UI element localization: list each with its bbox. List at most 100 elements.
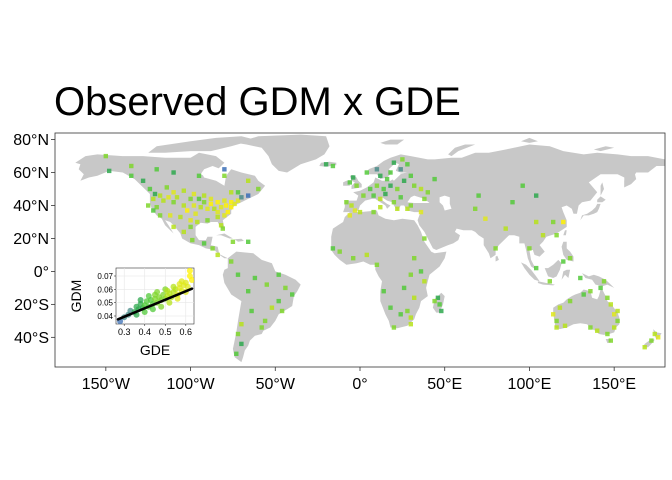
observation-cell <box>196 173 202 178</box>
land-hokkaido <box>597 196 606 203</box>
observation-cell <box>218 205 224 210</box>
observation-cell <box>290 292 295 297</box>
observation-cell <box>181 203 186 208</box>
land-sakhalin <box>600 182 604 196</box>
observation-cell <box>201 241 207 246</box>
longitude-tick-label: 150°E <box>592 376 636 393</box>
observation-cell <box>534 193 539 198</box>
observation-cell <box>567 298 573 304</box>
latitude-tick-label: 40°S <box>14 330 49 347</box>
observation-cell <box>388 170 393 175</box>
observation-cell <box>368 186 373 192</box>
observation-cell <box>520 183 525 188</box>
observation-cell <box>612 325 617 330</box>
inset-trend-line <box>116 287 194 321</box>
land-sri-lanka <box>495 255 499 262</box>
observation-cell <box>412 295 417 300</box>
observation-cell <box>557 305 563 310</box>
observation-cell <box>198 205 203 210</box>
observation-cell <box>374 262 380 267</box>
inset-point <box>170 283 177 290</box>
inset-x-tick-label: 0.4 <box>138 327 151 337</box>
inset-point <box>152 291 158 298</box>
land-novaya-zemlya <box>448 144 476 157</box>
observation-cell <box>347 213 352 218</box>
observation-cell <box>408 322 413 327</box>
observation-cell <box>598 285 603 291</box>
observation-cell <box>215 209 220 215</box>
observation-cell <box>191 203 197 208</box>
observation-cell <box>652 331 657 337</box>
observation-cell <box>398 312 403 317</box>
observation-cell <box>412 256 417 261</box>
observation-cell <box>239 341 244 347</box>
inset-x-tick-label: 0.3 <box>118 327 131 337</box>
observation-cell <box>161 198 166 203</box>
observation-cell <box>388 183 393 188</box>
observation-cell <box>581 292 586 297</box>
observation-cell <box>215 200 220 205</box>
land-greenland <box>236 134 330 173</box>
observation-cell <box>371 209 376 215</box>
longitude-tick-label: 50°E <box>427 376 462 393</box>
observation-cell <box>249 308 254 314</box>
observation-cell <box>215 252 220 258</box>
land-north-america <box>75 152 266 259</box>
observation-cell <box>193 211 198 216</box>
observation-cell <box>381 289 386 294</box>
inset-x-axis-label: GDE <box>140 342 170 358</box>
observation-cell <box>269 305 275 310</box>
observation-cell <box>201 193 207 198</box>
observation-cell <box>378 173 383 178</box>
observation-cell <box>225 209 230 215</box>
longitude-tick-label: 0° <box>352 376 367 393</box>
observation-cell <box>422 196 427 202</box>
black-sea <box>407 195 430 203</box>
observation-cell <box>408 203 413 208</box>
observation-cell <box>483 216 488 221</box>
observation-cell <box>412 183 417 188</box>
inset-point <box>188 277 194 283</box>
observation-cell <box>562 323 568 328</box>
land-kamchatka <box>624 172 637 188</box>
observation-cell <box>256 186 261 192</box>
observation-cell <box>408 315 413 320</box>
observation-cell <box>166 195 171 200</box>
inset-point <box>158 303 165 310</box>
observation-cell <box>220 226 225 231</box>
observation-cell <box>252 275 258 281</box>
inset-point <box>137 297 144 303</box>
observation-cell <box>349 203 354 208</box>
longitude-tick-label: 100°W <box>166 376 215 393</box>
land-new-guinea <box>582 273 615 288</box>
observation-cell <box>401 178 407 183</box>
observation-cell <box>378 205 383 210</box>
land-hispaniola <box>234 238 244 242</box>
observation-cell <box>239 322 244 327</box>
observation-cell <box>147 186 153 192</box>
observation-cell <box>208 196 214 202</box>
observation-cell <box>405 162 410 167</box>
inset-point <box>164 287 171 294</box>
observation-cell <box>384 176 390 182</box>
longitude-tick-label: 150°W <box>82 376 131 393</box>
observation-cell <box>188 218 193 223</box>
land-arabia-gap <box>441 222 455 232</box>
observation-cell <box>473 206 478 211</box>
observation-cell <box>212 206 217 211</box>
land-borneo <box>544 259 562 278</box>
land-south-america <box>222 251 301 363</box>
observation-cell <box>171 200 176 205</box>
land-japan <box>580 203 601 221</box>
observation-cell <box>229 200 234 205</box>
observation-cell <box>422 236 427 241</box>
observation-cell <box>246 193 251 198</box>
observation-cell <box>235 331 241 337</box>
observation-cell <box>151 196 156 202</box>
observation-cell <box>151 208 156 213</box>
observation-cell <box>181 188 186 193</box>
observation-cell <box>578 275 583 281</box>
observation-cell <box>405 206 410 211</box>
observation-cell <box>337 249 342 254</box>
